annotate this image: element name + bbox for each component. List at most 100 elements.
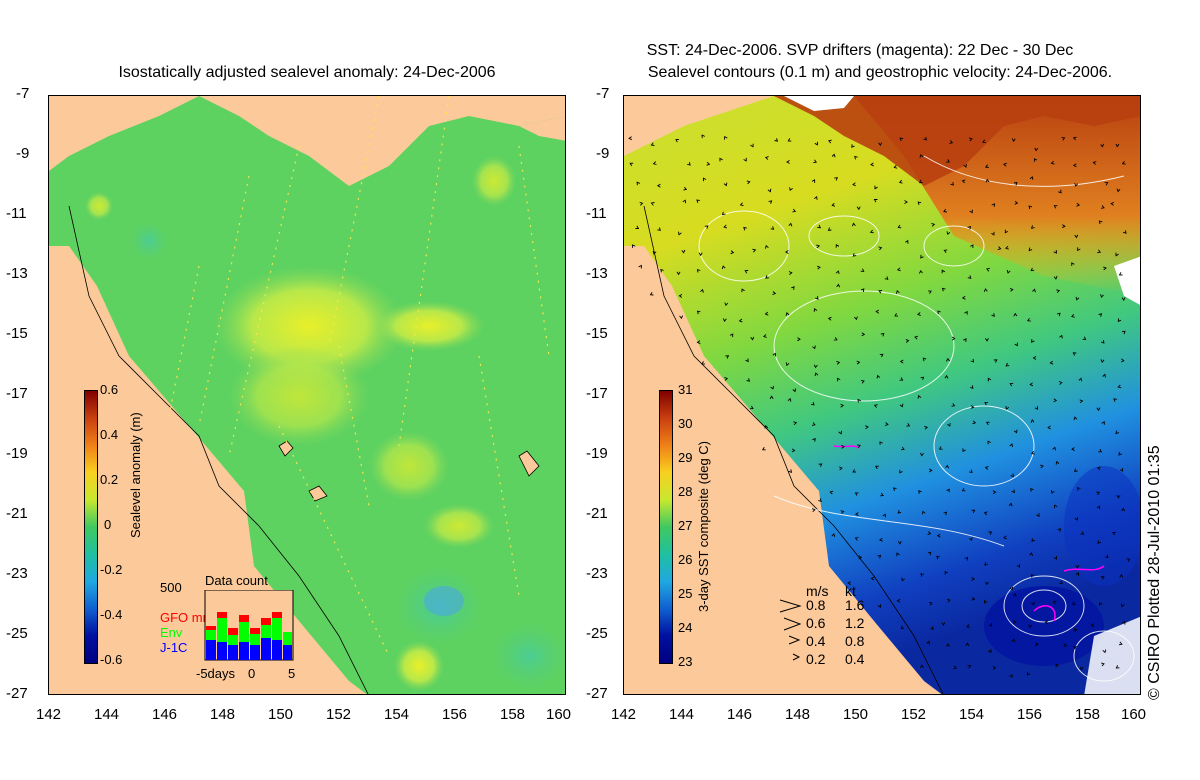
velocity-vector	[1118, 641, 1123, 646]
sealevel-colorbar	[84, 390, 98, 664]
velocity-vector	[987, 377, 992, 382]
velocity-vector	[1115, 665, 1120, 669]
velocity-vector	[687, 161, 691, 166]
velocity-vector	[1098, 313, 1103, 317]
velocity-vector	[1074, 234, 1079, 239]
velocity-vector	[900, 625, 905, 630]
velocity-vector	[1053, 205, 1058, 209]
velocity-vector	[681, 249, 686, 254]
velocity-vector	[953, 665, 957, 670]
velocity-vector	[937, 310, 941, 315]
velocity-vector	[984, 465, 989, 470]
right-map-title-line2: Sealevel contours (0.1 m) and geostrophi…	[647, 64, 1113, 81]
velocity-vector	[1029, 176, 1034, 180]
velocity-vector	[657, 227, 661, 231]
x-tick: 160	[546, 706, 572, 723]
velocity-vector	[1031, 574, 1035, 578]
arrow-0.8	[779, 599, 802, 613]
colorbar-tick: 30	[678, 416, 693, 431]
velocity-vector	[764, 424, 769, 429]
velocity-vector	[936, 555, 940, 560]
velocity-vector	[1011, 138, 1016, 143]
velocity-vector	[946, 159, 950, 163]
velocity-vector	[963, 338, 967, 342]
y-tick: -11	[586, 205, 607, 222]
velocity-vector	[827, 316, 832, 321]
y-tick: -23	[586, 565, 608, 582]
velocity-vector	[724, 135, 728, 140]
velocity-vector	[1009, 287, 1014, 292]
velocity-vector	[723, 224, 728, 229]
y-tick: -27	[586, 685, 608, 702]
velocity-vector	[906, 423, 911, 427]
colorbar-tick: 0.4	[100, 427, 119, 442]
velocity-vector	[992, 490, 997, 495]
velocity-vector	[628, 136, 633, 141]
velocity-vector	[1053, 275, 1058, 280]
colorbar-tick: 25	[678, 586, 693, 601]
velocity-vector	[724, 302, 729, 307]
velocity-vector	[1052, 446, 1056, 451]
velocity-vector	[836, 283, 841, 288]
velocity-vector	[1077, 247, 1081, 252]
velocity-vector	[852, 469, 857, 473]
velocity-vector	[873, 199, 878, 203]
velocity-vector	[638, 264, 642, 269]
velocity-vector	[1010, 473, 1014, 478]
velocity-vector	[1016, 564, 1020, 568]
velocity-vector	[898, 179, 903, 184]
colorbar-tick: 27	[678, 518, 693, 533]
velocity-vector	[860, 288, 865, 293]
velocity-vector	[1116, 188, 1121, 193]
velocity-vector	[880, 492, 884, 497]
velocity-vector	[772, 291, 777, 296]
velocity-vector	[895, 289, 900, 294]
velocity-vector	[1050, 160, 1055, 165]
velocity-vector	[770, 385, 774, 390]
velocity-vector	[1014, 342, 1018, 347]
velocity-vector	[1027, 318, 1031, 322]
velocity-vector	[946, 598, 951, 603]
velocity-vector	[870, 576, 875, 581]
speed-legend-header-kt: kt	[845, 583, 856, 599]
velocity-vector	[765, 275, 769, 279]
velocity-vector	[838, 430, 843, 435]
velocity-vector	[874, 185, 878, 190]
velocity-vector	[922, 357, 927, 362]
velocity-vector	[817, 265, 821, 270]
velocity-vector	[841, 444, 845, 449]
velocity-vector	[985, 178, 990, 183]
velocity-vector	[1099, 602, 1103, 606]
velocity-vector	[1071, 262, 1075, 267]
velocity-vector	[660, 268, 664, 273]
velocity-vector	[983, 511, 988, 516]
left-map-title: Isostatically adjusted sealevel anomaly:…	[118, 64, 496, 81]
velocity-vector	[1009, 586, 1014, 591]
velocity-vector	[917, 394, 922, 399]
velocity-vector	[991, 313, 995, 317]
velocity-vector	[919, 153, 924, 158]
sealevel-anomaly-field	[49, 96, 565, 694]
velocity-vector	[1011, 489, 1015, 494]
velocity-vector	[858, 555, 863, 560]
x-tick: 142	[611, 706, 637, 723]
shelf-contour	[68, 205, 369, 694]
velocity-vector	[738, 318, 743, 323]
velocity-vector	[1009, 674, 1013, 678]
y-tick: -15	[6, 325, 28, 342]
velocity-vector	[629, 162, 634, 167]
velocity-vector	[920, 452, 924, 457]
velocity-vector	[918, 269, 923, 274]
velocity-vector	[988, 531, 993, 535]
velocity-vector	[984, 402, 989, 406]
legend-gfo: GFO mm	[160, 610, 214, 625]
velocity-vector	[1003, 162, 1007, 167]
velocity-vector	[1059, 334, 1063, 339]
velocity-vector	[857, 444, 861, 448]
velocity-vector	[983, 288, 988, 292]
colorbar-tick: 24	[678, 620, 693, 635]
velocity-vector	[831, 202, 836, 207]
speed-value: 1.2	[845, 615, 865, 631]
velocity-vector	[1055, 663, 1060, 668]
velocity-vector	[814, 141, 818, 146]
